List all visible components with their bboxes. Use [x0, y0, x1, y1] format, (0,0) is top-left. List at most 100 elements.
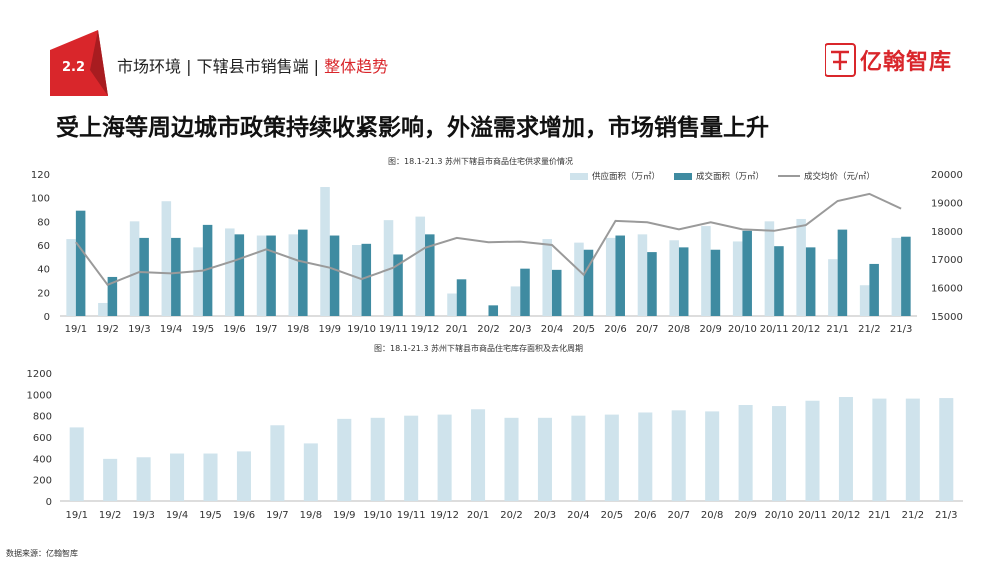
x-tick-label: 19/6: [233, 510, 255, 521]
x-tick-label: 20/6: [634, 510, 656, 521]
transaction-bar: [266, 235, 276, 316]
supply-demand-price-chart: 0 20 40 60 80 100 120 15000 16000 17000 18000 19000…: [31, 170, 963, 335]
inventory-bar: [471, 409, 486, 501]
supply-bar: [225, 228, 235, 316]
supply-bar: [637, 234, 648, 316]
inventory-bar: [370, 417, 385, 501]
inventory-bar: [136, 457, 151, 501]
y-tick-label: 0: [46, 497, 52, 508]
brand-logo-icon: [825, 43, 856, 77]
y-tick-label: 100: [31, 194, 50, 205]
y2-tick-label: 18000: [931, 227, 963, 238]
transaction-bar: [678, 247, 689, 316]
x-tick-label: 20/12: [791, 324, 820, 335]
x-tick-label: 20/11: [798, 510, 827, 521]
supply-bar: [161, 201, 172, 316]
inventory-bar: [504, 417, 519, 501]
chart1-title: 图：18.1-21.3 苏州下辖县市商品住宅供求量价情况: [388, 157, 574, 166]
x-tick-label: 21/1: [826, 324, 848, 335]
legend-label-transaction: 成交面积（万㎡）: [696, 172, 765, 182]
chart1-legend: 供应面积（万㎡） 成交面积（万㎡） 成交均价（元/㎡）: [570, 170, 875, 182]
supply-bar: [98, 302, 108, 316]
supply-bar: [447, 293, 457, 316]
y-tick-label: 1000: [27, 390, 52, 401]
supply-bar: [574, 242, 584, 316]
inventory-bar: [69, 427, 84, 501]
transaction-bar: [107, 276, 118, 316]
inventory-bar: [303, 443, 318, 501]
transaction-bar: [837, 229, 848, 316]
y-tick-label: 80: [37, 217, 50, 228]
inventory-bar: [170, 453, 185, 501]
supply-bar: [383, 220, 394, 316]
supply-bar: [732, 241, 743, 316]
supply-bar: [320, 187, 330, 316]
x-tick-label: 19/4: [160, 324, 182, 335]
transaction-bar: [710, 249, 721, 316]
x-tick-label: 20/9: [734, 510, 756, 521]
inventory-bar: [838, 397, 853, 501]
x-tick-label: 20/8: [701, 510, 723, 521]
y-tick-label: 800: [33, 412, 52, 423]
transaction-bar: [774, 246, 784, 316]
x-tick-label: 19/5: [199, 510, 221, 521]
transaction-bar: [202, 224, 213, 316]
y-tick-label: 40: [37, 265, 50, 276]
x-tick-label: 19/2: [99, 510, 121, 521]
section-badge-shape: [50, 30, 108, 96]
legend-swatch-transaction: [674, 172, 693, 180]
supply-bar: [859, 285, 870, 316]
x-tick-label: 20/5: [572, 324, 594, 335]
supply-bar: [415, 216, 426, 316]
supply-bar: [256, 235, 267, 316]
inventory-bar: [738, 405, 753, 501]
supply-bar: [796, 218, 806, 316]
y-tick-label: 600: [33, 433, 52, 444]
x-tick-label: 19/10: [363, 510, 392, 521]
x-tick-label: 20/2: [477, 324, 499, 335]
x-tick-label: 19/11: [397, 510, 426, 521]
inventory-chart: 0 200 400 600 800 1000 1200 19/1 19/2 19/3 19/4 19/…: [27, 369, 963, 521]
x-tick-label: 19/12: [411, 324, 440, 335]
page-headline: 受上海等周边城市政策持续收紧影响，外溢需求增加，市场销售量上升: [56, 115, 769, 141]
transaction-bar: [551, 269, 562, 316]
legend-label-supply: 供应面积（万㎡）: [592, 172, 661, 182]
supply-bar: [129, 221, 140, 316]
transaction-bar: [647, 252, 657, 316]
supply-bar: [605, 237, 616, 316]
x-tick-label: 20/4: [567, 510, 589, 521]
x-tick-label: 19/11: [379, 324, 408, 335]
x-tick-label: 20/12: [832, 510, 861, 521]
inventory-bar: [337, 418, 352, 501]
transaction-bar: [488, 305, 499, 316]
inventory-bar: [571, 415, 586, 501]
x-tick-label: 20/1: [467, 510, 489, 521]
transaction-bar: [742, 230, 752, 316]
transaction-bar: [869, 263, 879, 316]
x-tick-label: 20/6: [604, 324, 626, 335]
x-tick-label: 20/7: [636, 324, 658, 335]
x-tick-label: 19/7: [266, 510, 288, 521]
x-tick-label: 19/7: [255, 324, 277, 335]
legend-swatch-supply: [570, 172, 588, 180]
inventory-bar: [270, 425, 285, 501]
x-tick-label: 20/10: [728, 324, 757, 335]
inventory-bar: [805, 400, 820, 501]
x-tick-label: 19/1: [65, 510, 87, 521]
inventory-bar: [872, 398, 887, 501]
legend-label-price: 成交均价（元/㎡）: [804, 172, 875, 182]
x-tick-label: 19/5: [192, 324, 214, 335]
inventory-bar: [638, 412, 653, 501]
legend-swatch-price: [778, 175, 801, 177]
x-tick-label: 19/4: [166, 510, 188, 521]
x-tick-label: 21/3: [935, 510, 957, 521]
x-tick-label: 20/5: [601, 510, 623, 521]
supply-bar: [542, 239, 552, 316]
inventory-bar: [939, 398, 954, 501]
inventory-bar: [203, 453, 218, 501]
y-tick-label: 400: [33, 454, 52, 465]
transaction-bar: [805, 247, 816, 316]
breadcrumb-path: 市场环境 | 下辖县市销售端 |: [117, 57, 325, 76]
transaction-bar: [298, 229, 308, 316]
inventory-bar: [236, 451, 251, 501]
